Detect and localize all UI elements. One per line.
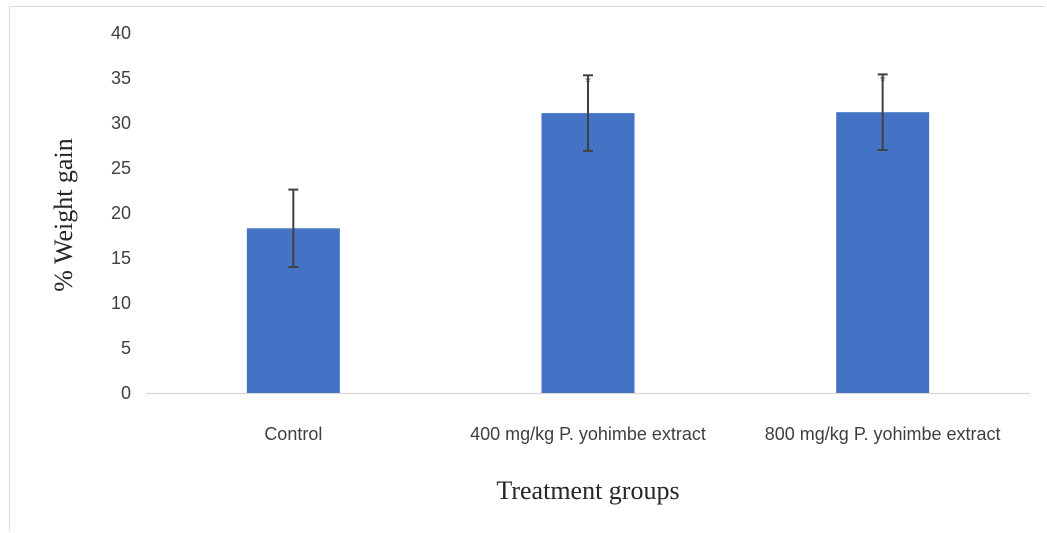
x-axis-categories: Control 400 mg/kg P. yohimbe extract 800 m… [264,424,1000,444]
error-bar [583,74,593,152]
bars [246,112,930,393]
y-axis-ticks: 0 5 10 15 20 25 30 35 40 [111,23,131,403]
error-bars: * * [288,72,888,268]
significance-marker: * [585,73,591,89]
x-axis-title: Treatment groups [496,476,679,505]
y-tick-label: 10 [111,293,131,313]
y-tick-label: 0 [121,383,131,403]
y-tick-label: 15 [111,248,131,268]
error-bar [877,73,888,151]
y-axis-title: % Weight gain [49,138,78,291]
bar [836,112,930,393]
y-tick-label: 40 [111,23,131,43]
y-tick-label: 35 [111,68,131,88]
bar [541,113,635,393]
y-tick-label: 25 [111,158,131,178]
x-category-label: 400 mg/kg P. yohimbe extract [470,424,706,444]
y-tick-label: 5 [121,338,131,358]
x-category-label: Control [264,424,322,444]
y-tick-label: 20 [111,203,131,223]
error-bar [288,188,299,268]
chart-frame [9,6,1045,531]
y-tick-label: 30 [111,113,131,133]
significance-marker: * [880,72,886,88]
x-category-label: 800 mg/kg P. yohimbe extract [765,424,1001,444]
